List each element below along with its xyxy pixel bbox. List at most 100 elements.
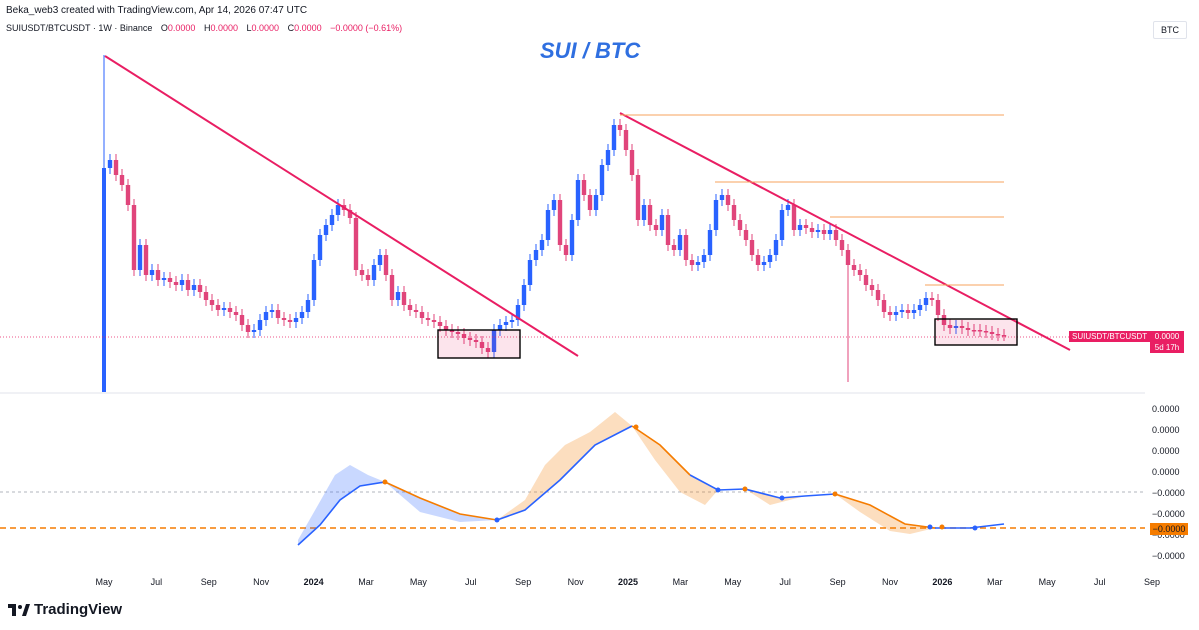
open-label: O bbox=[160, 23, 168, 33]
candle-body bbox=[917, 305, 923, 310]
candle-body bbox=[893, 312, 899, 315]
candle-body bbox=[335, 205, 341, 215]
candle-body bbox=[173, 282, 179, 285]
candle-body bbox=[209, 300, 215, 305]
candle-body bbox=[203, 292, 209, 300]
oscillator-line-up bbox=[935, 523, 1005, 529]
candle-body bbox=[869, 285, 875, 290]
candle-body bbox=[725, 195, 731, 205]
candle-body bbox=[491, 330, 497, 352]
candle-body bbox=[113, 160, 119, 175]
candle-body bbox=[887, 312, 893, 315]
candle-body bbox=[143, 245, 149, 275]
candles bbox=[102, 55, 1007, 392]
candle-body bbox=[833, 230, 839, 240]
candle-body bbox=[167, 278, 173, 282]
candle-body bbox=[623, 130, 629, 150]
x-tick-label: Nov bbox=[567, 577, 584, 587]
low-value: 0.0000 bbox=[251, 23, 280, 33]
tradingview-icon bbox=[8, 603, 30, 616]
candle-body bbox=[191, 285, 197, 290]
candle-body bbox=[125, 185, 131, 205]
candle-body bbox=[407, 305, 413, 310]
oscillator-pane bbox=[0, 412, 1145, 546]
candle-body bbox=[755, 255, 761, 265]
candle-body bbox=[737, 220, 743, 230]
y-tick-label: −0.0000 bbox=[1152, 509, 1185, 519]
oscillator-line-down bbox=[631, 425, 691, 476]
symbol-info-bar: SUIUSDT/BTCUSDT · 1W · Binance O0.0000 H… bbox=[6, 23, 402, 33]
candle-body bbox=[239, 315, 245, 325]
candle-body bbox=[1001, 335, 1007, 337]
symbol-price-tag: SUIUSDT/BTCUSDT bbox=[1069, 331, 1151, 342]
open-value: 0.0000 bbox=[167, 23, 196, 33]
crossover-marker bbox=[382, 479, 388, 485]
candle-body bbox=[989, 332, 995, 334]
x-tick-label: Jul bbox=[465, 577, 477, 587]
candle-body bbox=[233, 312, 239, 315]
candle-body bbox=[797, 225, 803, 230]
candle-body bbox=[497, 325, 503, 330]
bar-countdown: 5d 17h bbox=[1154, 343, 1180, 352]
candle-body bbox=[785, 205, 791, 210]
x-tick-label: May bbox=[409, 577, 427, 587]
trendline-2 bbox=[619, 112, 1071, 351]
candle-body bbox=[371, 265, 377, 280]
candle-body bbox=[461, 334, 467, 338]
candle-body bbox=[653, 225, 659, 230]
candle-body bbox=[599, 165, 605, 195]
candle-body bbox=[929, 298, 935, 300]
candle-body bbox=[845, 250, 851, 265]
candle-body bbox=[881, 300, 887, 312]
first-candle bbox=[102, 168, 106, 392]
candle-body bbox=[473, 340, 479, 342]
candle-body bbox=[161, 278, 167, 280]
credit-line: Beka_web3 created with TradingView.com, … bbox=[6, 5, 308, 16]
candle-body bbox=[545, 210, 551, 240]
candle-body bbox=[515, 305, 521, 320]
candle-body bbox=[137, 245, 143, 270]
brand-name: TradingView bbox=[34, 601, 123, 618]
candle-body bbox=[425, 318, 431, 320]
candle-body bbox=[293, 318, 299, 322]
candle-body bbox=[383, 255, 389, 275]
candle-body bbox=[299, 312, 305, 318]
candle-body bbox=[803, 225, 809, 228]
low-label: L bbox=[246, 23, 252, 33]
candle-body bbox=[959, 326, 965, 328]
crossover-marker bbox=[715, 487, 721, 493]
candle-body bbox=[455, 332, 461, 334]
oscillator-fill-up bbox=[298, 465, 497, 545]
candle-body bbox=[689, 260, 695, 265]
tradingview-logo[interactable]: TradingView bbox=[8, 601, 122, 618]
candle-body bbox=[287, 320, 293, 322]
candle-body bbox=[275, 310, 281, 318]
change-value: −0.0000 (−0.61%) bbox=[330, 23, 403, 33]
candle-body bbox=[953, 326, 959, 328]
candle-body bbox=[629, 150, 635, 175]
candle-body bbox=[701, 255, 707, 262]
oscillator-line-up bbox=[297, 481, 386, 546]
symbol-name[interactable]: SUIUSDT/BTCUSDT · 1W · Binance bbox=[6, 23, 153, 33]
candle-body bbox=[671, 245, 677, 250]
x-tick-label: Mar bbox=[358, 577, 374, 587]
x-tick-label: 2026 bbox=[932, 577, 953, 587]
candle-body bbox=[539, 240, 545, 250]
y-tick-label: 0.0000 bbox=[1152, 404, 1180, 414]
candle-body bbox=[281, 318, 287, 320]
oscillator-line-up bbox=[689, 474, 836, 499]
candle-body bbox=[131, 205, 137, 270]
y-tick-label: 0.0000 bbox=[1152, 467, 1180, 477]
currency-badge[interactable]: BTC bbox=[1153, 21, 1187, 39]
candle-body bbox=[875, 290, 881, 300]
candle-body bbox=[317, 235, 323, 260]
y-tick-label: −0.0000 bbox=[1152, 488, 1185, 498]
candle-body bbox=[713, 200, 719, 230]
candle-body bbox=[905, 310, 911, 313]
candle-body bbox=[413, 310, 419, 312]
candle-body bbox=[617, 125, 623, 130]
candle-body bbox=[503, 322, 509, 325]
candle-body bbox=[365, 275, 371, 280]
candle-body bbox=[605, 150, 611, 165]
